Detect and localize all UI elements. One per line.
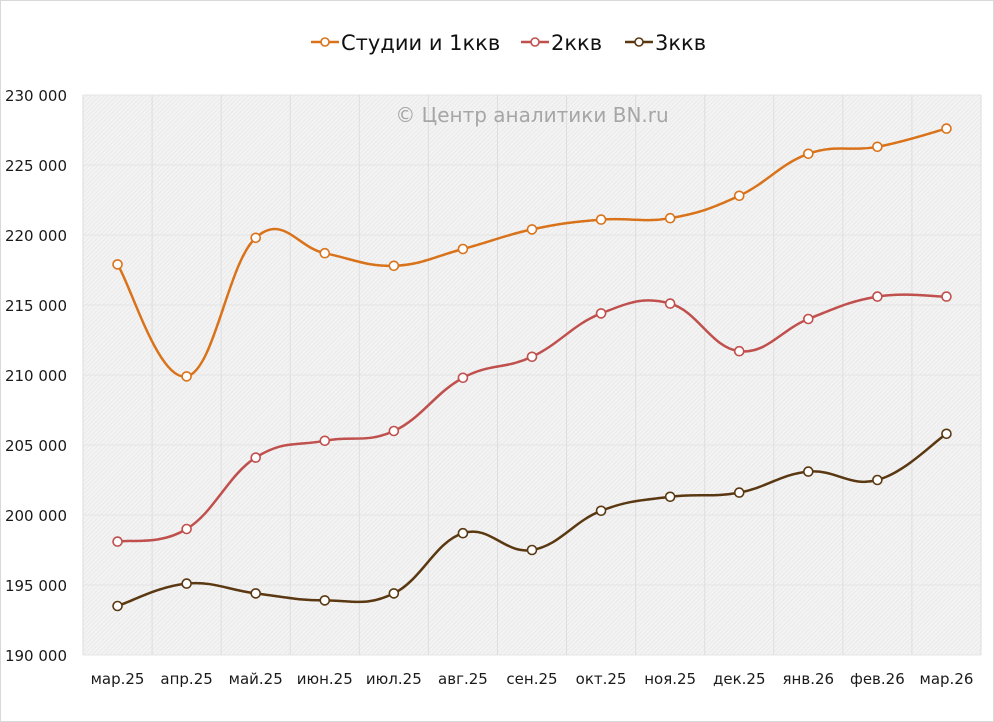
data-point-2room — [250, 452, 261, 463]
x-tick-label: сен.25 — [506, 670, 557, 688]
data-point-2room — [733, 345, 745, 357]
data-point-3room — [250, 588, 261, 599]
data-point-3room — [526, 544, 538, 556]
data-point-3room — [872, 474, 883, 486]
data-point-studio-1room — [803, 148, 814, 160]
data-point-2room — [872, 291, 883, 302]
data-point-3room — [803, 466, 814, 477]
data-point-3room — [733, 487, 745, 498]
x-tick-label: май.25 — [229, 670, 283, 688]
data-point-3room — [941, 428, 952, 440]
x-tick-label: авг.25 — [438, 670, 488, 688]
watermark: © Центр аналитики BN.ru — [395, 103, 668, 127]
data-point-studio-1room — [112, 259, 123, 270]
data-point-studio-1room — [250, 232, 261, 244]
data-point-studio-1room — [457, 243, 469, 255]
data-point-studio-1room — [664, 212, 676, 224]
x-tick-label: янв.26 — [783, 670, 835, 688]
x-tick-label: окт.25 — [576, 670, 627, 688]
data-point-2room — [457, 372, 469, 384]
legend: Студии и 1ккв 2ккв 3ккв — [311, 31, 706, 55]
data-point-studio-1room — [941, 123, 952, 134]
data-point-studio-1room — [388, 260, 400, 272]
data-point-2room — [803, 313, 814, 325]
legend-item-2room: 2ккв — [521, 31, 602, 55]
x-axis: мар.25 апр.25 май.25 июн.25 июл.25 авг.25 сен.… — [91, 670, 974, 688]
series-3room — [112, 428, 952, 612]
data-point-studio-1room — [733, 190, 745, 202]
data-point-studio-1room — [181, 371, 192, 382]
legend-item-studio-1room: Студии и 1ккв — [311, 31, 500, 55]
legend-point-marker — [320, 37, 330, 47]
data-point-2room — [112, 536, 123, 547]
y-tick-label: 200 000 — [5, 507, 67, 525]
data-point-3room — [388, 588, 400, 599]
data-point-2room — [595, 308, 607, 319]
data-point-3room — [595, 505, 607, 517]
legend-label: 3ккв — [655, 31, 706, 55]
legend-label: 2ккв — [551, 31, 602, 55]
y-axis: 190 000 195 000 200 000 205 000 210 000 215 0… — [5, 87, 67, 665]
x-tick-label: апр.25 — [160, 670, 212, 688]
x-tick-label: фев.26 — [850, 670, 905, 688]
legend-point-marker — [530, 37, 540, 47]
y-tick-label: 195 000 — [5, 577, 67, 595]
y-tick-label: 210 000 — [5, 367, 67, 385]
legend-item-3room: 3ккв — [625, 31, 706, 55]
data-point-3room — [457, 527, 469, 539]
data-point-3room — [664, 491, 676, 503]
data-point-studio-1room — [526, 224, 538, 235]
gridlines — [82, 94, 982, 656]
data-point-studio-1room — [595, 214, 607, 225]
y-tick-label: 220 000 — [5, 227, 67, 245]
x-tick-label: мар.26 — [920, 670, 974, 688]
y-tick-label: 215 000 — [5, 297, 67, 315]
data-point-2room — [388, 425, 400, 437]
legend-label: Студии и 1ккв — [341, 31, 500, 55]
data-point-2room — [941, 291, 952, 302]
series-2room — [112, 291, 952, 547]
y-tick-label: 205 000 — [5, 437, 67, 455]
data-point-2room — [319, 435, 331, 447]
x-tick-label: ноя.25 — [644, 670, 696, 688]
series-studio-1room — [112, 123, 952, 382]
y-tick-label: 190 000 — [5, 647, 67, 665]
data-point-3room — [181, 578, 192, 589]
legend-point-marker — [634, 37, 644, 47]
x-tick-label: июл.25 — [366, 670, 422, 688]
data-point-studio-1room — [319, 247, 331, 259]
y-tick-label: 230 000 — [5, 87, 67, 105]
x-tick-label: июн.25 — [297, 670, 353, 688]
y-tick-label: 225 000 — [5, 157, 67, 175]
data-point-3room — [112, 600, 123, 612]
data-point-3room — [319, 595, 331, 606]
data-point-2room — [526, 351, 538, 363]
series-layer — [112, 123, 952, 612]
series-line-studio-1room — [116, 127, 947, 378]
x-tick-label: дек.25 — [713, 670, 766, 688]
data-point-2room — [664, 298, 676, 309]
data-point-studio-1room — [872, 141, 883, 153]
data-point-2room — [181, 523, 192, 535]
x-tick-label: мар.25 — [91, 670, 145, 688]
